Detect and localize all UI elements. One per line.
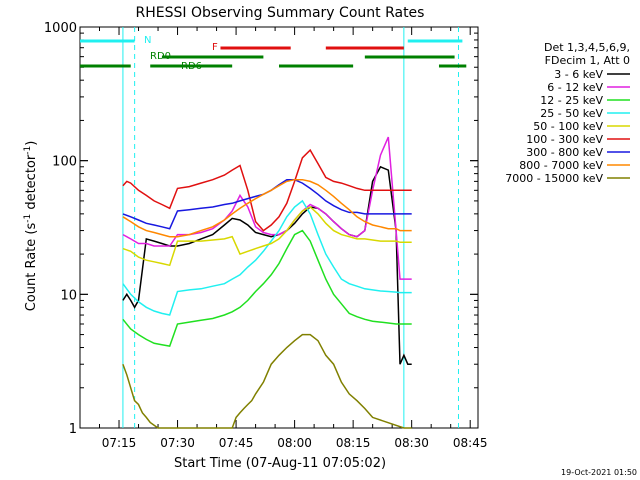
axes: 07:15 07:30 07:45 08:00 08:15 08:30 08:45 1 10 10… bbox=[44, 21, 488, 450]
series-line bbox=[122, 199, 412, 316]
chart-title: RHESSI Observing Summary Count Rates bbox=[136, 5, 425, 21]
legend-header-1: Det 1,3,4,5,6,9, bbox=[544, 41, 630, 54]
series-line bbox=[122, 229, 412, 347]
plot-frame bbox=[79, 26, 479, 429]
timestamp: 19-Oct-2021 01:50 bbox=[561, 468, 637, 477]
y-tick-label: 100 bbox=[52, 155, 77, 170]
x-tick-label: 08:00 bbox=[277, 436, 312, 450]
legend-label: 100 - 300 keV bbox=[526, 133, 603, 146]
legend-label: 25 - 50 keV bbox=[540, 107, 603, 120]
legend-label: 50 - 100 keV bbox=[533, 120, 603, 133]
x-tick-label: 07:45 bbox=[219, 436, 254, 450]
series-line bbox=[122, 178, 412, 230]
x-tick-label: 08:45 bbox=[453, 436, 488, 450]
legend-label: 3 - 6 keV bbox=[554, 68, 603, 81]
plot-area: N F RD0 RD6 bbox=[80, 27, 467, 429]
legend-label: 7000 - 15000 keV bbox=[505, 172, 603, 185]
series-line bbox=[122, 148, 412, 232]
status-bar-label: RD6 bbox=[181, 61, 202, 72]
y-axis-label: Count Rate (s-1 detector-1) bbox=[23, 141, 39, 312]
series-line bbox=[122, 333, 412, 429]
x-tick-label: 08:15 bbox=[336, 436, 371, 450]
legend-label: 12 - 25 keV bbox=[540, 94, 603, 107]
legend-label: 300 - 800 keV bbox=[526, 146, 603, 159]
x-tick-label: 08:30 bbox=[394, 436, 429, 450]
status-bar-label: N bbox=[144, 35, 151, 46]
status-bar-label: RD0 bbox=[150, 51, 171, 62]
y-tick-label: 1000 bbox=[44, 21, 77, 36]
y-tick-label: 1 bbox=[69, 422, 77, 437]
legend-header-2: FDecim 1, Att 0 bbox=[545, 54, 630, 67]
x-axis-label: Start Time (07-Aug-11 07:05:02) bbox=[174, 456, 386, 471]
status-bar-label: F bbox=[212, 42, 218, 53]
series-line bbox=[122, 178, 412, 238]
x-tick-label: 07:15 bbox=[102, 436, 137, 450]
x-tick-label: 07:30 bbox=[160, 436, 195, 450]
legend-label: 6 - 12 keV bbox=[547, 81, 603, 94]
legend: Det 1,3,4,5,6,9, FDecim 1, Att 0 3 - 6 k… bbox=[505, 41, 630, 185]
legend-label: 800 - 7000 keV bbox=[519, 159, 603, 172]
y-tick-label: 10 bbox=[60, 288, 77, 303]
series-line bbox=[122, 165, 412, 365]
series-line bbox=[122, 206, 412, 267]
